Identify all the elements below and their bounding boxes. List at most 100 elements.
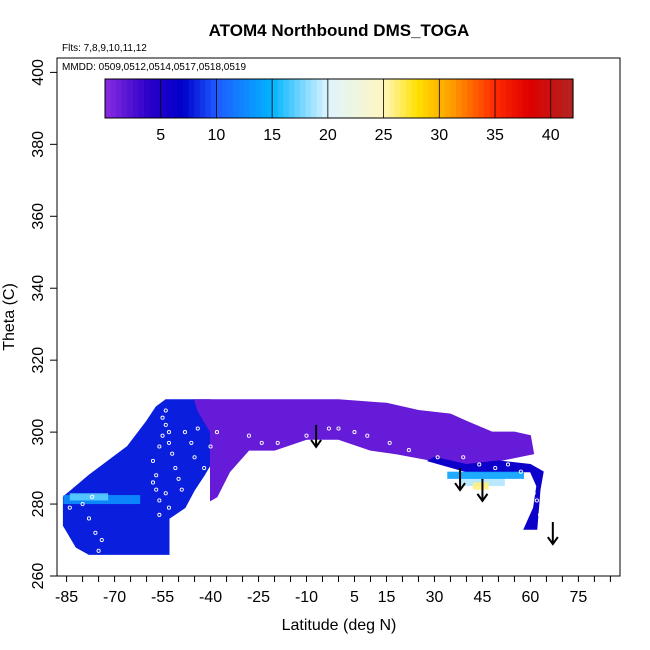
colorbar-segment — [567, 79, 574, 118]
sample-point — [189, 440, 194, 445]
sample-point — [336, 426, 341, 431]
colorbar-segment — [422, 79, 429, 118]
colorbar-segment — [121, 79, 128, 118]
sample-point — [493, 466, 498, 471]
colorbar-segment — [277, 79, 284, 118]
colorbar-segment — [127, 79, 134, 118]
colorbar-segment — [244, 79, 251, 118]
colorbar-segment — [294, 79, 301, 118]
colorbar-segment — [378, 79, 385, 118]
sample-point — [163, 408, 168, 413]
sample-point — [160, 415, 165, 420]
sample-point — [365, 433, 370, 438]
colorbar-segment — [199, 79, 206, 118]
colorbar-segment — [495, 79, 502, 118]
sample-point — [192, 455, 197, 460]
direction-arrows — [310, 424, 559, 546]
sample-point — [182, 430, 188, 435]
sample-point — [173, 516, 178, 521]
colorbar-segment — [238, 79, 245, 118]
colorbar: 5 10 15 20 25 30 35 40 — [104, 78, 574, 144]
chart-title: ATOM4 Northbound DMS_TOGA — [209, 21, 470, 40]
colorbar-segment — [472, 79, 479, 118]
colorbar-segment — [389, 79, 396, 118]
x-tick-label: -10 — [295, 589, 318, 606]
colorbar-segment — [394, 79, 401, 118]
colorbar-segment — [361, 79, 368, 118]
colorbar-segment — [405, 79, 413, 118]
down-arrow-icon — [454, 468, 466, 492]
colorbar-segment — [283, 79, 290, 118]
sample-point — [80, 502, 85, 507]
sample-points — [67, 408, 543, 561]
colorbar-segment — [105, 79, 112, 118]
colorbar-segment — [561, 79, 569, 118]
band-northern-yellow-spot — [472, 482, 489, 490]
colorbar-segment — [316, 79, 323, 118]
colorbar-tick-label: 15 — [263, 127, 281, 144]
sample-point — [528, 505, 533, 510]
sample-point — [461, 455, 466, 460]
colorbar-segment — [467, 79, 474, 118]
colorbar-segment — [327, 79, 335, 118]
y-tick-label: 400 — [30, 59, 47, 86]
sample-point — [477, 462, 482, 467]
colorbar-segment — [478, 79, 485, 118]
colorbar-segment — [210, 79, 218, 118]
colorbar-segment — [205, 79, 212, 118]
colorbar-segment — [506, 79, 513, 118]
sample-point — [166, 430, 172, 435]
sample-point — [275, 440, 280, 445]
colorbar-segment — [144, 79, 151, 118]
colorbar-segment — [383, 79, 390, 118]
y-tick-label: 300 — [30, 419, 47, 446]
sample-point — [518, 469, 523, 474]
x-tick-label: 30 — [426, 589, 444, 606]
colorbar-segment — [149, 79, 156, 118]
x-tick-label: 5 — [350, 589, 359, 606]
colorbar-segment — [216, 79, 223, 118]
colorbar-segment — [433, 79, 440, 118]
colorbar-segment — [522, 79, 530, 118]
sample-point — [435, 455, 440, 460]
colorbar-segment — [450, 79, 457, 118]
colorbar-segment — [483, 79, 491, 118]
colorbar-segment — [266, 79, 273, 118]
colorbar-segment — [288, 79, 296, 118]
y-axis-label: Theta (C) — [1, 283, 18, 351]
colorbar-segment — [305, 79, 312, 118]
colorbar-segment — [249, 79, 257, 118]
x-tick-label: -40 — [199, 589, 222, 606]
down-arrow-icon — [310, 424, 322, 449]
sample-point — [202, 466, 207, 471]
colorbar-segment — [539, 79, 546, 118]
sample-point — [208, 444, 213, 449]
colorbar-segment — [166, 79, 173, 118]
sample-point — [259, 440, 264, 445]
sample-point — [352, 430, 357, 435]
x-tick-label: -70 — [103, 589, 126, 606]
colorbar-segment — [255, 79, 262, 118]
sample-point — [170, 451, 175, 456]
sample-point — [93, 530, 98, 535]
sample-point — [154, 473, 159, 478]
y-axis: 260 280 300 320 340 360 380 400 — [30, 59, 57, 589]
colorbar-segment — [461, 79, 468, 118]
sample-point — [96, 548, 101, 553]
colorbar-segment — [138, 79, 145, 118]
x-tick-label: -25 — [247, 589, 270, 606]
down-arrow-icon — [476, 478, 489, 503]
colorbar-tick-label: 5 — [156, 127, 165, 144]
colorbar-segment — [366, 79, 374, 118]
colorbar-segment — [155, 79, 162, 118]
y-tick-label: 380 — [30, 131, 47, 158]
colorbar-segment — [333, 79, 340, 118]
colorbar-segment — [517, 79, 524, 118]
colorbar-segment — [311, 79, 318, 118]
colorbar-segment — [272, 79, 279, 118]
sample-point — [90, 494, 95, 499]
sample-point — [537, 512, 543, 517]
x-tick-label: 15 — [378, 589, 396, 606]
sample-point — [157, 512, 162, 517]
